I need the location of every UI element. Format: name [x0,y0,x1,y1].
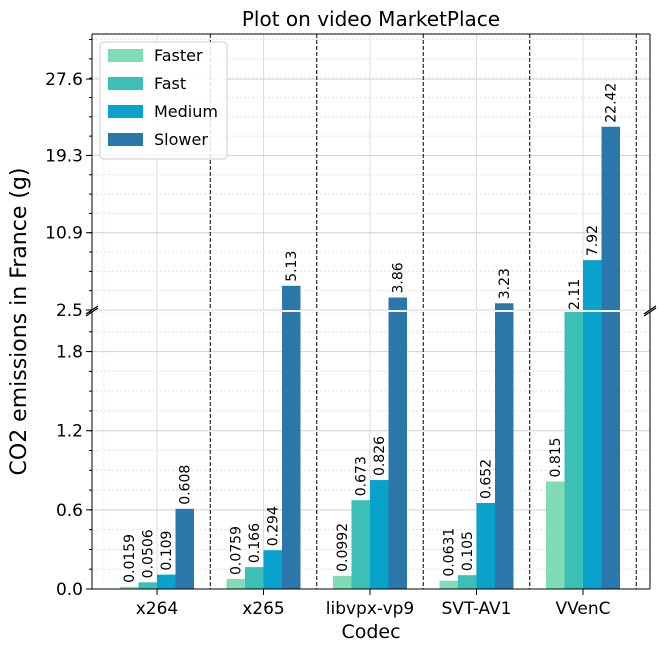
bar-slower [495,312,514,589]
y-tick-label: 2.5 [56,301,83,321]
data-label: 0.0506 [141,529,157,578]
y-tick-label: 19.3 [45,146,83,166]
axis-break-mark [643,305,657,315]
data-label: 0.109 [159,531,175,571]
x-axis-label: Codec [341,621,400,643]
bar-fast [458,575,477,589]
bar-slower-upper [282,285,301,310]
x-tick-label: SVT-AV1 [442,599,512,619]
data-label: 7.92 [585,225,601,256]
legend-label: Slower [154,130,208,149]
data-label: 0.815 [548,437,564,477]
bar-faster [546,481,565,589]
bar-fast [351,500,370,589]
bar-slower-upper [495,303,514,310]
legend: Faster Fast Medium Slower [99,41,228,160]
bar-fast [245,567,264,589]
x-tick-label: libvpx-vp9 [326,599,415,619]
data-label: 22.42 [604,83,620,123]
bar-faster [439,580,458,589]
data-label: 0.166 [247,523,263,563]
data-label: 0.673 [354,456,370,496]
data-label: 0.826 [372,436,388,476]
y-ticks: 0.0 0.6 1.2 1.8 2.5 10.9 19.3 27.6 [45,39,92,600]
y-tick-label: 10.9 [45,224,83,244]
x-tick-label: VVenC [555,599,610,619]
chart-title: Plot on video MarketPlace [242,7,500,31]
bar-slower [601,312,620,589]
bar-faster [226,578,245,589]
bar-medium [157,574,176,589]
x-tick-label: x264 [136,599,179,619]
axis-break-mark [643,307,657,317]
axes [85,33,657,590]
data-label: 0.0759 [229,526,245,575]
group-separators [209,34,637,589]
y-tick-label: 1.2 [56,422,83,442]
bar-slower-upper [388,297,407,310]
data-label: 0.105 [460,531,476,571]
y-tick-label: 0.6 [56,501,83,521]
bar-slower [282,312,301,589]
bars: 0.0159 0.0759 0.0992 0.0631 0.815 0.0506 0.166… [120,83,620,589]
data-label: 0.608 [178,465,194,505]
x-tick-label: x265 [242,599,285,619]
bar-faster [120,586,139,589]
legend-box [99,41,228,160]
bar-slower-upper [601,126,620,311]
bar-fast [138,582,157,589]
bar-medium [263,550,282,589]
y-axis-label: CO2 emissions in France (g) [7,168,32,476]
data-label: 3.23 [497,268,513,299]
y-tick-label: 0.0 [56,580,83,600]
data-label: 5.13 [284,251,300,282]
legend-swatch [108,77,143,90]
bar-medium [476,502,495,589]
data-label: 0.652 [479,459,495,499]
y-tick-label: 1.8 [56,343,83,363]
data-label: 3.86 [391,262,407,293]
y-tick-label: 27.6 [45,70,83,90]
data-label: 2.11 [567,279,583,310]
legend-swatch [108,105,143,118]
bar-slower [388,312,407,589]
data-label: 0.0159 [122,534,138,583]
legend-label: Medium [154,102,218,121]
bar-medium [583,312,602,589]
legend-swatch [108,49,143,62]
bar-fast [564,312,583,589]
data-label: 0.0992 [335,523,351,572]
x-ticks: x264 x265 libvpx-vp9 SVT-AV1 VVenC [136,589,611,619]
legend-label: Fast [154,74,186,93]
data-label: 0.294 [266,506,282,546]
legend-swatch [108,133,143,146]
legend-label: Faster [154,46,203,65]
bar-medium [370,480,389,589]
data-label: 0.0631 [442,528,458,577]
bar-faster [333,575,352,589]
bar-slower [175,508,194,589]
bar-medium-upper [583,260,602,310]
